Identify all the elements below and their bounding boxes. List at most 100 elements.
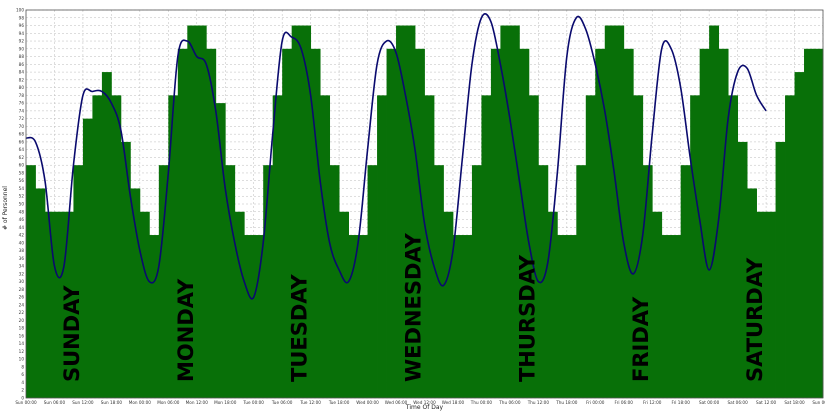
y-tick-label: 0 (21, 396, 24, 401)
x-tick-label: Thu 00:00 (470, 400, 493, 405)
y-tick-label: 72 (19, 116, 25, 121)
staffing-step (623, 48, 634, 399)
staffing-step (73, 165, 84, 398)
staffing-step (158, 165, 169, 398)
staffing-step (282, 48, 293, 399)
y-tick-label: 26 (19, 295, 25, 300)
staffing-step (794, 72, 805, 398)
x-tick-label: Tue 06:00 (271, 400, 293, 405)
x-tick-label: Fri 12:00 (643, 400, 662, 405)
staffing-step (244, 235, 255, 398)
y-tick-label: 16 (19, 333, 25, 338)
y-tick-label: 40 (19, 240, 25, 245)
staffing-area (26, 25, 824, 399)
staffing-step (576, 165, 587, 398)
staffing-step (804, 48, 814, 399)
x-tick-labels: Sun 00:00 Sun 06:00 Sun 12:00 Sun 18:00 Mon … (15, 400, 825, 405)
staffing-step (301, 25, 312, 399)
staffing-step (320, 95, 331, 399)
staffing-step (585, 95, 596, 399)
y-tick-label: 24 (19, 302, 25, 307)
day-label: SATURDAY (743, 257, 767, 382)
y-axis-title: # of Personnel (2, 186, 9, 230)
staffing-step (415, 48, 425, 399)
y-tick-label: 68 (19, 132, 25, 137)
x-tick-label: Fri 18:00 (671, 400, 690, 405)
y-tick-label: 80 (19, 85, 25, 90)
plot-frame (25, 9, 824, 399)
staffing-step (690, 95, 701, 399)
x-tick-label: Sun 00:00 (812, 400, 825, 405)
x-tick-label: Thu 12:00 (527, 400, 550, 405)
x-tick-label: Mon 00:00 (129, 400, 152, 405)
staffing-step (538, 165, 549, 398)
staffing-step (206, 48, 217, 399)
staffing-step (604, 25, 615, 399)
y-tick-label: 66 (19, 139, 25, 144)
y-tick-label: 12 (19, 349, 25, 354)
y-tick-label: 78 (19, 93, 25, 98)
x-tick-label: Mon 06:00 (157, 400, 180, 405)
y-tick-label: 96 (19, 23, 25, 28)
x-tick-label: Sun 00:00 (15, 400, 37, 405)
y-tick-label: 18 (19, 326, 25, 331)
y-tick-labels: 0246810121416182022242628303234363840424… (16, 8, 24, 401)
x-tick-label: Wed 12:00 (413, 400, 436, 405)
x-axis-title: Time Of Day (405, 404, 444, 411)
staffing-step (709, 25, 720, 399)
staffing-step (396, 25, 406, 399)
staffing-step (462, 235, 473, 398)
y-tick-label: 32 (19, 271, 25, 276)
staffing-step (111, 95, 122, 399)
staffing-step (358, 235, 368, 398)
y-tick-label: 50 (19, 202, 25, 207)
y-tick-label: 64 (19, 147, 25, 152)
staffing-step (661, 235, 672, 398)
staffing-step (718, 48, 729, 399)
y-tick-label: 4 (21, 380, 24, 385)
staffing-step (92, 95, 103, 399)
y-tick-label: 48 (19, 209, 25, 214)
x-tick-label: Fri 06:00 (615, 400, 634, 405)
x-tick-label: Mon 18:00 (214, 400, 237, 405)
day-label: MONDAY (174, 278, 198, 382)
y-tick-label: 2 (21, 388, 24, 393)
staffing-step (310, 48, 321, 399)
staffing-step (747, 188, 757, 398)
x-tick-label: Tue 00:00 (242, 400, 264, 405)
staffing-step (443, 211, 454, 398)
x-tick-label: Thu 18:00 (555, 400, 578, 405)
staffing-step (234, 211, 245, 398)
y-tick-label: 10 (19, 357, 25, 362)
y-tick-label: 88 (19, 54, 25, 59)
staffing-step (291, 25, 302, 399)
y-tick-label: 30 (19, 279, 25, 284)
demand-line (25, 13, 767, 300)
y-tick-label: 14 (19, 341, 25, 346)
staffing-step (54, 211, 65, 398)
y-tick-label: 76 (19, 101, 25, 106)
plot-border (25, 9, 824, 399)
x-tick-label: Wed 00:00 (356, 400, 379, 405)
staffing-step (348, 235, 359, 398)
staffing-step (82, 118, 93, 398)
staffing-step (367, 165, 378, 398)
staffing-step (329, 165, 340, 398)
y-tick-label: 20 (19, 318, 25, 323)
staffing-step (595, 48, 606, 399)
y-tick-label: 36 (19, 256, 25, 261)
demand-series-line (25, 13, 767, 300)
staffing-step (253, 235, 264, 398)
y-tick-label: 82 (19, 77, 25, 82)
staffing-step (728, 95, 739, 399)
y-tick-label: 44 (19, 225, 25, 230)
staffing-step (120, 141, 131, 399)
y-tick-label: 46 (19, 217, 25, 222)
y-tick-label: 34 (19, 264, 25, 269)
y-tick-label: 84 (19, 70, 25, 75)
staffing-step (519, 48, 530, 399)
staffing-step (481, 95, 492, 399)
y-tick-label: 60 (19, 163, 25, 168)
staffing-step (813, 48, 824, 399)
